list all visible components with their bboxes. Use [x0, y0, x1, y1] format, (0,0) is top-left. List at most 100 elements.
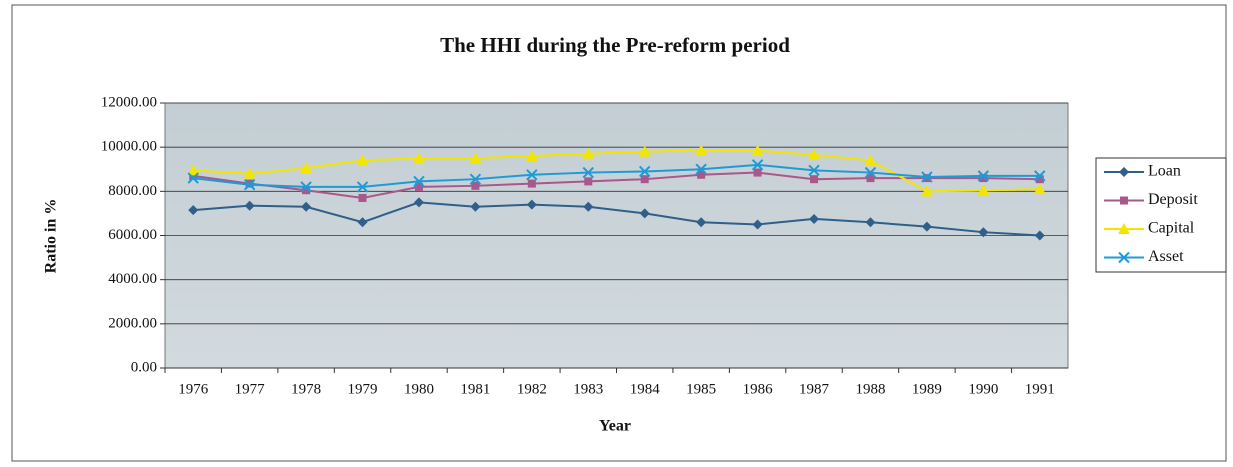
- marker: [356, 181, 369, 193]
- y-tick-label: 12000.00: [101, 94, 157, 110]
- marker: [583, 201, 594, 212]
- marker: [697, 170, 706, 179]
- marker: [751, 144, 764, 156]
- marker: [356, 154, 369, 166]
- marker: [752, 219, 763, 230]
- series-line: [193, 163, 1040, 188]
- x-tick-label: 1983: [573, 381, 603, 397]
- marker: [1118, 251, 1130, 264]
- marker: [1118, 223, 1130, 234]
- x-tick-label: 1990: [968, 381, 998, 397]
- marker: [302, 186, 311, 195]
- x-axis-label: Year: [599, 418, 631, 435]
- x-tick-label: 1989: [912, 381, 942, 397]
- y-tick-label: 8000.00: [108, 183, 157, 199]
- marker: [244, 200, 255, 211]
- marker: [471, 181, 480, 190]
- marker: [866, 174, 875, 183]
- marker: [1033, 183, 1046, 195]
- marker: [920, 185, 933, 197]
- chart-title: The HHI during the Pre-reform period: [440, 33, 790, 57]
- x-tick-label: 1979: [348, 381, 378, 397]
- marker: [1034, 230, 1045, 241]
- marker: [582, 147, 595, 159]
- marker: [301, 201, 312, 212]
- y-tick-label: 4000.00: [108, 271, 157, 287]
- y-tick-label: 10000.00: [101, 139, 157, 155]
- marker: [187, 164, 200, 176]
- marker: [187, 172, 199, 184]
- marker: [527, 179, 536, 188]
- marker: [414, 182, 423, 191]
- marker: [864, 154, 877, 166]
- marker: [977, 184, 990, 196]
- marker: [751, 159, 764, 171]
- marker: [243, 167, 256, 179]
- marker: [1119, 167, 1129, 177]
- marker: [300, 181, 312, 193]
- x-tick-label: 1977: [235, 381, 266, 397]
- x-tick-label: 1982: [517, 381, 547, 397]
- y-tick-label: 2000.00: [108, 315, 157, 331]
- x-tick-label: 1991: [1025, 381, 1055, 397]
- marker: [300, 162, 313, 174]
- marker: [358, 193, 367, 202]
- series-line: [193, 201, 1040, 237]
- marker: [413, 197, 424, 208]
- marker: [412, 152, 425, 164]
- legend-box: [1095, 157, 1227, 273]
- marker: [810, 175, 819, 184]
- marker: [979, 174, 988, 183]
- marker: [525, 150, 538, 161]
- marker: [695, 144, 708, 156]
- marker: [978, 227, 989, 238]
- marker: [526, 199, 537, 210]
- legend-label: Deposit: [1148, 191, 1198, 208]
- series-line: [193, 171, 1040, 199]
- legend-label: Loan: [1148, 163, 1181, 180]
- marker: [243, 179, 256, 191]
- x-tick-label: 1980: [404, 381, 434, 397]
- x-tick-label: 1988: [855, 381, 885, 397]
- marker: [469, 152, 482, 164]
- marker: [188, 205, 199, 216]
- x-tick-label: 1985: [686, 381, 716, 397]
- marker: [1035, 175, 1044, 184]
- x-tick-label: 1987: [799, 381, 830, 397]
- x-tick-label: 1976: [178, 381, 209, 397]
- marker: [809, 213, 820, 224]
- x-tick-label: 1981: [460, 381, 490, 397]
- marker: [1120, 196, 1128, 205]
- marker: [526, 169, 538, 181]
- marker: [695, 163, 707, 175]
- x-tick-label: 1986: [743, 381, 774, 397]
- marker: [469, 173, 482, 185]
- marker: [638, 145, 651, 157]
- y-axis-label: Ratio in %: [43, 199, 60, 274]
- marker: [865, 217, 876, 228]
- marker: [357, 217, 368, 228]
- marker: [864, 166, 877, 179]
- marker: [977, 170, 990, 182]
- marker: [808, 148, 821, 160]
- marker: [639, 208, 650, 219]
- marker: [921, 221, 932, 232]
- y-tick-label: 6000.00: [108, 227, 157, 243]
- x-tick-label: 1984: [630, 381, 661, 397]
- legend-label: Asset: [1148, 248, 1184, 265]
- x-tick-label: 1978: [291, 381, 321, 397]
- marker: [189, 171, 198, 180]
- marker: [413, 175, 425, 188]
- marker: [640, 175, 649, 184]
- y-tick-label: 0.00: [131, 359, 157, 375]
- series-line: [193, 149, 1040, 193]
- marker: [584, 177, 593, 186]
- marker: [808, 164, 820, 177]
- marker: [921, 171, 933, 183]
- marker: [639, 165, 651, 178]
- legend-label: Capital: [1148, 220, 1195, 237]
- marker: [696, 217, 707, 228]
- marker: [582, 166, 594, 179]
- marker: [470, 201, 481, 212]
